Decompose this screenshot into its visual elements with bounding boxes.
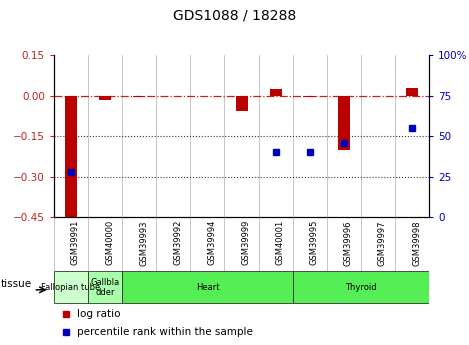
Text: GSM39996: GSM39996 bbox=[344, 220, 353, 266]
Bar bbox=[133, 96, 145, 97]
Bar bbox=[88, 272, 122, 303]
Text: GSM39995: GSM39995 bbox=[310, 220, 319, 265]
Bar bbox=[270, 89, 281, 96]
Bar bbox=[54, 272, 88, 303]
Text: Heart: Heart bbox=[196, 283, 219, 292]
Text: GSM39998: GSM39998 bbox=[412, 220, 421, 266]
Text: Gallbla
dder: Gallbla dder bbox=[91, 277, 120, 297]
Text: GSM40001: GSM40001 bbox=[276, 220, 285, 265]
Text: tissue: tissue bbox=[1, 279, 32, 289]
Text: log ratio: log ratio bbox=[77, 309, 121, 319]
Bar bbox=[304, 96, 316, 97]
Text: Thyroid: Thyroid bbox=[345, 283, 377, 292]
Bar bbox=[293, 272, 429, 303]
Text: GSM39999: GSM39999 bbox=[242, 220, 250, 265]
Text: GSM39993: GSM39993 bbox=[139, 220, 148, 266]
Bar bbox=[122, 272, 293, 303]
Bar bbox=[406, 88, 418, 96]
Text: GSM39997: GSM39997 bbox=[378, 220, 387, 266]
Text: Fallopian tube: Fallopian tube bbox=[41, 283, 101, 292]
Text: GSM39994: GSM39994 bbox=[207, 220, 216, 265]
Bar bbox=[235, 96, 248, 111]
Text: GSM39991: GSM39991 bbox=[71, 220, 80, 265]
Bar bbox=[65, 96, 77, 217]
Text: GSM40000: GSM40000 bbox=[105, 220, 114, 265]
Bar bbox=[338, 96, 350, 150]
Bar bbox=[99, 96, 111, 100]
Text: percentile rank within the sample: percentile rank within the sample bbox=[77, 327, 253, 337]
Text: GDS1088 / 18288: GDS1088 / 18288 bbox=[173, 9, 296, 23]
Text: GSM39992: GSM39992 bbox=[174, 220, 182, 265]
